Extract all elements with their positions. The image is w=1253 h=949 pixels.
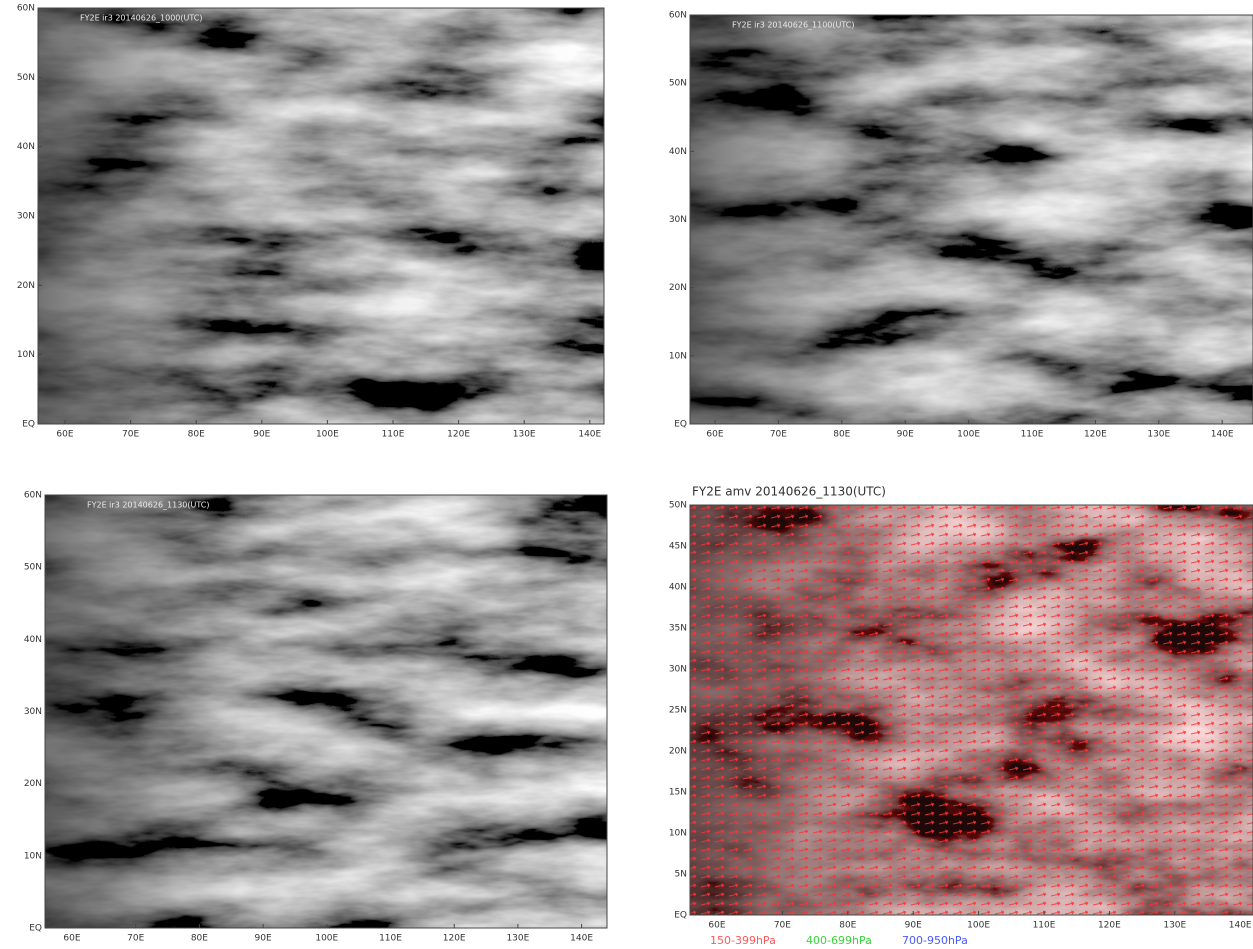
image-shade bbox=[38, 8, 604, 424]
lat-label: 20N bbox=[24, 779, 42, 789]
panel-title: FY2E ir3 20140626_1130(UTC) bbox=[87, 501, 210, 510]
lon-label: 120E bbox=[447, 430, 470, 440]
lon-label: 80E bbox=[833, 430, 850, 440]
lon-label: 120E bbox=[1098, 921, 1121, 931]
lat-label: 60N bbox=[17, 4, 35, 14]
lat-label: 30N bbox=[669, 665, 687, 675]
map-panel: FY2E ir3 20140626_1100(UTC) 60N 50N 40N 30N 2… bbox=[669, 11, 1253, 440]
lat-label: EQ bbox=[674, 420, 687, 430]
lat-label: 40N bbox=[17, 142, 35, 152]
lat-label: 60N bbox=[669, 11, 687, 21]
lat-label: 15N bbox=[669, 788, 687, 798]
lon-label: 70E bbox=[774, 921, 791, 931]
lon-label: 80E bbox=[188, 430, 205, 440]
lat-label: EQ bbox=[29, 924, 42, 934]
lat-label: 10N bbox=[669, 829, 687, 839]
lon-label: 100E bbox=[967, 921, 990, 931]
lat-label: 40N bbox=[669, 583, 687, 593]
lat-label: EQ bbox=[22, 420, 35, 430]
lon-label: 60E bbox=[63, 934, 80, 944]
lon-label: 100E bbox=[957, 430, 980, 440]
lat-label: 40N bbox=[669, 147, 687, 157]
image-shade bbox=[690, 15, 1253, 424]
lat-label: 50N bbox=[24, 563, 42, 573]
panel-title: FY2E ir3 20140626_1100(UTC) bbox=[732, 21, 855, 30]
lon-label: 80E bbox=[191, 934, 208, 944]
lon-label: 70E bbox=[770, 430, 787, 440]
lon-label: 140E bbox=[1229, 921, 1252, 931]
lon-label: 70E bbox=[122, 430, 139, 440]
lat-label: 20N bbox=[17, 281, 35, 291]
lon-label: 120E bbox=[443, 934, 466, 944]
lon-label: 140E bbox=[570, 934, 593, 944]
lat-label: 50N bbox=[669, 501, 687, 511]
lon-label: 70E bbox=[127, 934, 144, 944]
map-panel: FY2E amv 20140626_1130(UTC) 50N 45N 40N 35N 3… bbox=[669, 485, 1253, 948]
lon-label: 130E bbox=[1163, 921, 1186, 931]
lon-label: 130E bbox=[513, 430, 536, 440]
lon-label: 110E bbox=[382, 430, 405, 440]
lon-label: 130E bbox=[506, 934, 529, 944]
lat-label: 50N bbox=[17, 73, 35, 83]
wind-tint bbox=[690, 505, 1253, 915]
lat-label: 20N bbox=[669, 747, 687, 757]
map-panel: FY2E ir3 20140626_1130(UTC) 60N 50N 40N 30N 2… bbox=[24, 491, 607, 944]
map-panel: FY2E ir3 20140626_1000(UTC) 60N 50N 40N 30N 2… bbox=[17, 4, 604, 440]
legend-entry: 700-950hPa bbox=[902, 934, 968, 947]
lon-label: 140E bbox=[578, 430, 601, 440]
lat-label: 35N bbox=[669, 624, 687, 634]
lon-label: 120E bbox=[1084, 430, 1107, 440]
lat-label: EQ bbox=[674, 911, 687, 921]
lon-label: 100E bbox=[315, 934, 338, 944]
lat-label: 50N bbox=[669, 79, 687, 89]
lon-label: 100E bbox=[316, 430, 339, 440]
lon-label: 60E bbox=[708, 921, 725, 931]
lon-label: 140E bbox=[1211, 430, 1234, 440]
lon-label: 60E bbox=[706, 430, 723, 440]
lon-label: 90E bbox=[255, 934, 272, 944]
lon-label: 80E bbox=[839, 921, 856, 931]
lat-label: 10N bbox=[669, 351, 687, 361]
lat-label: 10N bbox=[24, 851, 42, 861]
lat-label: 60N bbox=[24, 491, 42, 501]
lon-label: 110E bbox=[1033, 921, 1056, 931]
panel-title: FY2E amv 20140626_1130(UTC) bbox=[692, 485, 886, 499]
lat-label: 40N bbox=[24, 635, 42, 645]
legend-entry: 400-699hPa bbox=[806, 934, 872, 947]
lat-label: 45N bbox=[669, 542, 687, 552]
lat-label: 10N bbox=[17, 350, 35, 360]
lat-label: 25N bbox=[669, 706, 687, 716]
panel-title: FY2E ir3 20140626_1000(UTC) bbox=[80, 14, 203, 23]
lat-label: 30N bbox=[24, 707, 42, 717]
figure: FY2E ir3 20140626_1000(UTC) 60N 50N 40N 30N 2… bbox=[0, 0, 1253, 949]
lon-label: 110E bbox=[379, 934, 402, 944]
lat-label: 30N bbox=[17, 212, 35, 222]
image-shade bbox=[45, 495, 607, 928]
lon-label: 130E bbox=[1147, 430, 1170, 440]
lon-label: 110E bbox=[1021, 430, 1044, 440]
lon-label: 90E bbox=[905, 921, 922, 931]
legend-entry: 150-399hPa bbox=[710, 934, 776, 947]
lat-label: 30N bbox=[669, 215, 687, 225]
lat-label: 20N bbox=[669, 283, 687, 293]
lon-label: 90E bbox=[897, 430, 914, 440]
lon-label: 90E bbox=[253, 430, 270, 440]
lat-label: 5N bbox=[675, 870, 687, 880]
lon-label: 60E bbox=[56, 430, 73, 440]
